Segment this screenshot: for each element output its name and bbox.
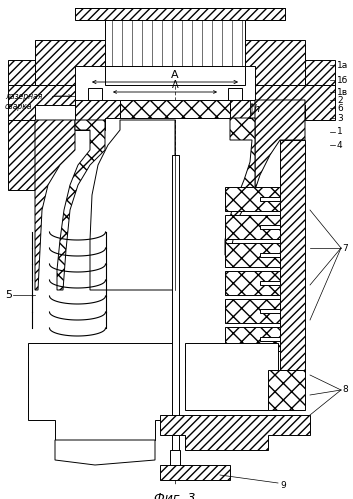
Polygon shape (75, 8, 285, 20)
Bar (185, 355, 273, 362)
Polygon shape (225, 187, 280, 211)
Bar (28, 348, 176, 355)
Bar (170, 450, 180, 480)
Text: h: h (254, 104, 260, 114)
Polygon shape (225, 271, 280, 295)
Text: 7: 7 (342, 244, 348, 252)
Text: лазерная
сварка: лазерная сварка (5, 92, 42, 111)
Polygon shape (28, 343, 176, 440)
Polygon shape (8, 120, 35, 190)
Text: 3: 3 (337, 113, 343, 122)
Polygon shape (35, 120, 75, 290)
Bar (28, 404, 176, 411)
Polygon shape (225, 118, 255, 255)
Polygon shape (75, 100, 120, 130)
Text: Фиг. 3: Фиг. 3 (154, 492, 196, 499)
Polygon shape (280, 140, 305, 370)
Polygon shape (57, 120, 105, 290)
Polygon shape (245, 40, 305, 85)
Text: 1б: 1б (337, 75, 348, 84)
Polygon shape (8, 60, 35, 85)
Polygon shape (268, 370, 305, 410)
Polygon shape (255, 85, 335, 120)
Bar (185, 379, 273, 386)
Text: 1в: 1в (337, 87, 348, 96)
Bar (28, 362, 176, 369)
Polygon shape (55, 440, 155, 465)
Polygon shape (160, 465, 230, 480)
Bar (228, 88, 242, 118)
Text: 1: 1 (337, 128, 343, 137)
Text: A: A (171, 70, 179, 80)
Bar (105, 20, 245, 66)
Bar (185, 367, 273, 374)
Text: 2: 2 (337, 95, 343, 104)
Polygon shape (225, 215, 280, 239)
Bar (28, 376, 176, 383)
Polygon shape (255, 100, 305, 190)
Polygon shape (225, 327, 280, 351)
Text: A: A (172, 80, 178, 90)
Polygon shape (225, 243, 280, 267)
Text: 6: 6 (337, 103, 343, 112)
Polygon shape (305, 60, 335, 85)
Polygon shape (160, 415, 310, 450)
Bar (88, 88, 102, 118)
Polygon shape (230, 100, 255, 130)
Text: 4: 4 (337, 141, 343, 150)
Polygon shape (75, 8, 285, 20)
Polygon shape (35, 40, 105, 85)
Polygon shape (8, 85, 75, 120)
Text: 5: 5 (5, 290, 12, 300)
Polygon shape (120, 100, 230, 118)
Polygon shape (90, 120, 175, 290)
Polygon shape (225, 299, 280, 323)
Text: 8: 8 (342, 386, 348, 395)
Bar (28, 390, 176, 397)
Text: 9: 9 (280, 481, 286, 490)
Text: 1а: 1а (337, 60, 348, 69)
Polygon shape (185, 343, 278, 410)
Bar (105, 66, 245, 85)
Bar (172, 155, 179, 475)
